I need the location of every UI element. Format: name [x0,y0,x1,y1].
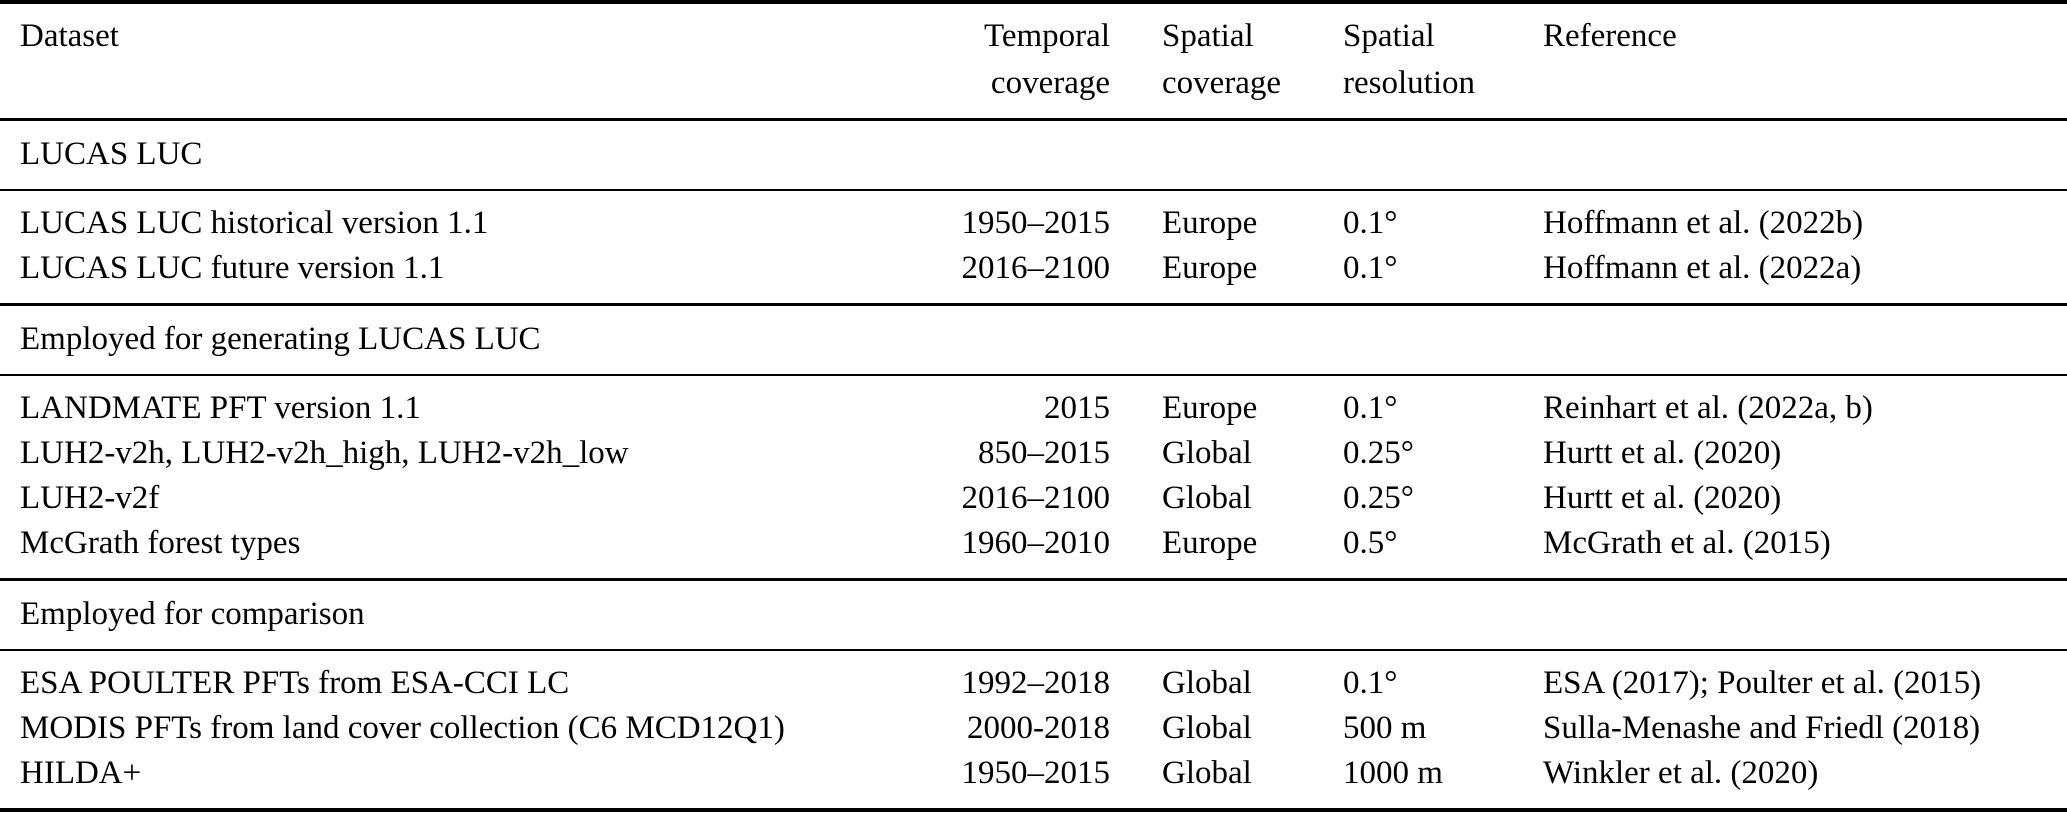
cell-spatial-coverage: Europe [1162,250,1258,286]
cell-temporal-coverage: 1960–2010 [961,525,1111,561]
cell-spatial-resolution: 0.25° [1343,480,1414,516]
cell-reference: Winkler et al. (2020) [1543,755,1819,791]
section-title-label: Employed for generating LUCAS LUC [20,321,541,357]
section-title-lucas-luc: LUCAS LUC [0,121,2067,189]
cell-temporal-coverage: 1950–2015 [961,205,1111,241]
section-rule [0,648,2067,651]
cell-spatial-resolution: 0.5° [1343,525,1398,561]
table-top-rule [0,0,2067,4]
cell-spatial-coverage: Europe [1162,390,1258,426]
cell-spatial-resolution: 0.1° [1343,390,1398,426]
cell-dataset: McGrath forest types [20,525,301,561]
cell-spatial-coverage: Global [1162,480,1252,516]
table-bottom-rule [0,808,2067,812]
cell-dataset: LUCAS LUC future version 1.1 [20,250,445,286]
cell-temporal-coverage: 850–2015 [978,435,1110,471]
cell-spatial-resolution: 0.25° [1343,435,1414,471]
cell-dataset: LANDMATE PFT version 1.1 [20,390,421,426]
section-rows-generating: LANDMATE PFT version 1.1 2015 Europe 0.1… [0,376,2067,578]
cell-spatial-resolution: 1000 m [1343,755,1443,791]
cell-dataset: MODIS PFTs from land cover collection (C… [20,710,785,746]
cell-spatial-coverage: Global [1162,755,1252,791]
section-rule [0,373,2067,376]
table-row: LUH2-v2f 2016–2100 Global 0.25° Hurtt et… [0,476,2067,521]
cell-reference: Reinhart et al. (2022a, b) [1543,390,1873,426]
header-rule [0,118,2067,121]
section-title-comparison: Employed for comparison [0,581,2067,649]
cell-temporal-coverage: 1992–2018 [961,665,1111,701]
cell-temporal-coverage: 2016–2100 [961,250,1111,286]
cell-temporal-coverage: 1950–2015 [961,755,1111,791]
cell-spatial-coverage: Global [1162,710,1252,746]
table-header: Dataset Temporal coverage Spatial covera… [0,4,2067,118]
header-reference: Reference [1543,18,1677,54]
cell-dataset: LUH2-v2f [20,480,160,516]
header-spatial-coverage: Spatial coverage [1162,18,1282,101]
cell-reference: Sulla-Menashe and Friedl (2018) [1543,710,1981,746]
cell-reference: Hurtt et al. (2020) [1543,435,1782,471]
section-rule [0,578,2067,581]
cell-spatial-coverage: Global [1162,435,1252,471]
section-rule [0,303,2067,306]
header-spatial-resolution: Spatial resolution [1343,18,1475,101]
section-title-label: Employed for comparison [20,596,365,632]
cell-dataset: LUCAS LUC historical version 1.1 [20,205,489,241]
section-rows-lucas-luc: LUCAS LUC historical version 1.1 1950–20… [0,191,2067,303]
cell-spatial-resolution: 0.1° [1343,665,1398,701]
section-rule [0,188,2067,191]
header-temporal-coverage: Temporal coverage [984,18,1110,101]
cell-spatial-coverage: Europe [1162,525,1258,561]
cell-spatial-coverage: Europe [1162,205,1258,241]
table-row: MODIS PFTs from land cover collection (C… [0,706,2067,751]
table-row: McGrath forest types 1960–2010 Europe 0.… [0,521,2067,566]
section-title-generating: Employed for generating LUCAS LUC [0,306,2067,374]
cell-dataset: HILDA+ [20,755,142,791]
cell-reference: Hurtt et al. (2020) [1543,480,1782,516]
cell-dataset: ESA POULTER PFTs from ESA-CCI LC [20,665,570,701]
table-row: LUH2-v2h, LUH2-v2h_high, LUH2-v2h_low 85… [0,431,2067,476]
cell-reference: ESA (2017); Poulter et al. (2015) [1543,665,1982,701]
cell-spatial-resolution: 500 m [1343,710,1427,746]
cell-spatial-resolution: 0.1° [1343,205,1398,241]
table-row: LANDMATE PFT version 1.1 2015 Europe 0.1… [0,386,2067,431]
cell-reference: McGrath et al. (2015) [1543,525,1831,561]
cell-temporal-coverage: 2015 [1044,390,1110,426]
cell-temporal-coverage: 2000-2018 [967,710,1110,746]
cell-dataset: LUH2-v2h, LUH2-v2h_high, LUH2-v2h_low [20,435,629,471]
cell-reference: Hoffmann et al. (2022b) [1543,205,1864,241]
cell-temporal-coverage: 2016–2100 [961,480,1111,516]
cell-spatial-resolution: 0.1° [1343,250,1398,286]
table-row: ESA POULTER PFTs from ESA-CCI LC 1992–20… [0,661,2067,706]
header-dataset: Dataset [20,18,119,54]
table-row: LUCAS LUC historical version 1.1 1950–20… [0,201,2067,246]
cell-spatial-coverage: Global [1162,665,1252,701]
cell-reference: Hoffmann et al. (2022a) [1543,250,1862,286]
section-title-label: LUCAS LUC [20,136,203,172]
section-rows-comparison: ESA POULTER PFTs from ESA-CCI LC 1992–20… [0,651,2067,808]
table-row: HILDA+ 1950–2015 Global 1000 m Winkler e… [0,751,2067,796]
table-row: LUCAS LUC future version 1.1 2016–2100 E… [0,246,2067,291]
